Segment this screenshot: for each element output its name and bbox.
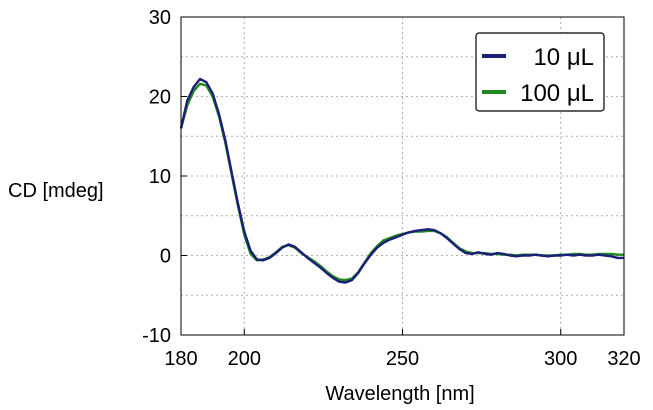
x-tick-label: 300	[544, 348, 577, 370]
y-tick-label: 10	[149, 166, 171, 188]
legend: 10 μL 100 μL	[475, 32, 605, 112]
series-line-10ul	[179, 77, 624, 284]
x-axis-ticks: 180 200 250 300 320	[164, 329, 641, 370]
x-tick-label: 250	[386, 348, 419, 370]
y-axis-ticks: -10 0 10 20 30	[142, 7, 187, 347]
legend-label-10ul: 10 μL	[533, 44, 594, 71]
legend-label-100ul: 100 μL	[520, 80, 594, 107]
y-axis-title: CD [mdeg]	[8, 180, 104, 202]
series-lines	[179, 77, 624, 284]
legend-box	[475, 32, 605, 112]
grid-lines	[181, 17, 624, 335]
y-tick-label: 0	[160, 246, 171, 268]
x-tick-label: 200	[228, 348, 261, 370]
x-axis-title: Wavelength [nm]	[325, 383, 474, 405]
x-tick-label: 180	[164, 348, 197, 370]
x-tick-label: 320	[607, 348, 640, 370]
y-tick-label: -10	[142, 325, 171, 347]
y-tick-label: 30	[149, 7, 171, 29]
y-tick-label: 20	[149, 87, 171, 109]
